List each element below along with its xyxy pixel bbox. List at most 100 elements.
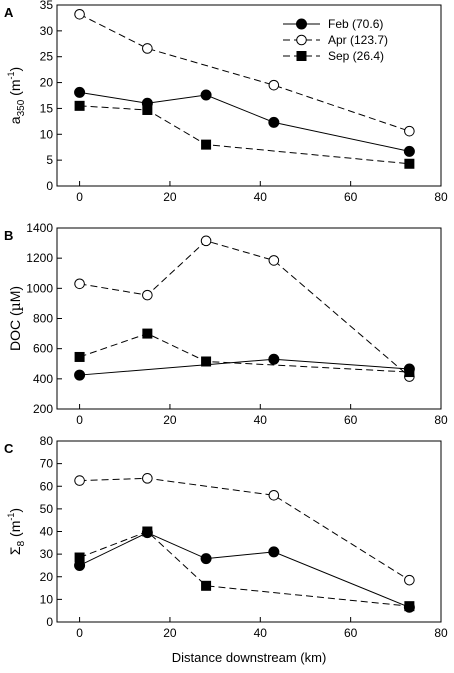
series-line xyxy=(79,532,410,608)
series-line xyxy=(79,91,410,152)
x-tick-label: 80 xyxy=(434,190,448,204)
data-point xyxy=(200,89,212,101)
x-tick-label: 80 xyxy=(434,413,448,427)
series-feb xyxy=(74,86,415,157)
data-point xyxy=(404,125,415,137)
series-sep xyxy=(74,328,415,378)
x-tick-label: 0 xyxy=(76,626,83,640)
data-point xyxy=(200,235,212,247)
series-sep xyxy=(74,100,415,169)
x-tick-label: 20 xyxy=(163,413,177,427)
y-tick-label: 70 xyxy=(40,457,54,471)
x-tick-label: 40 xyxy=(254,626,268,640)
y-tick-label: 5 xyxy=(46,153,53,167)
data-point xyxy=(74,351,85,362)
x-tick-label: 20 xyxy=(163,626,177,640)
y-axis-label: DOC (µM) xyxy=(7,286,24,351)
legend-marker xyxy=(296,34,307,46)
data-point xyxy=(404,574,415,586)
y-tick-label: 800 xyxy=(33,312,53,326)
plot-frame xyxy=(56,440,442,623)
panel-c: C 0 20 40 60 80 0 10 20 30 40 50 60 70 80 Σ8 (m-1) xyxy=(4,434,448,640)
x-tick-label: 20 xyxy=(163,190,177,204)
x-tick-label: 60 xyxy=(344,626,358,640)
y-tick-label: 30 xyxy=(40,24,54,38)
panel-label: C xyxy=(4,441,14,456)
y-tick-label: 40 xyxy=(40,525,54,539)
panel-label: B xyxy=(4,228,13,243)
y-tick-label: 50 xyxy=(40,502,54,516)
data-point xyxy=(142,289,153,301)
data-point xyxy=(201,580,212,591)
x-axis-label: Distance downstream (km) xyxy=(172,650,327,665)
data-point xyxy=(404,367,415,378)
series-line xyxy=(79,333,410,373)
data-point xyxy=(142,43,153,54)
y-tick-label: 80 xyxy=(40,434,54,448)
data-point xyxy=(404,158,415,169)
legend-entry: Sep (26.4) xyxy=(283,49,384,63)
y-tick-label: 60 xyxy=(40,479,54,493)
data-point xyxy=(74,86,86,98)
legend-label: Apr (123.7) xyxy=(328,33,388,47)
data-point xyxy=(74,100,85,111)
y-tick-label: 35 xyxy=(40,0,54,12)
y-tick-label: 1000 xyxy=(26,281,53,295)
data-point xyxy=(74,369,86,381)
data-point xyxy=(142,473,153,484)
x-tick-label: 60 xyxy=(344,413,358,427)
data-point xyxy=(142,104,153,115)
y-axis-label: a350 (m-1) xyxy=(6,67,27,124)
y-tick-label: 25 xyxy=(40,50,54,64)
y-tick-label: 0 xyxy=(46,615,53,629)
data-point xyxy=(403,145,415,157)
x-tick-label: 0 xyxy=(76,413,83,427)
data-point xyxy=(74,278,85,290)
data-point xyxy=(142,526,153,537)
legend-label: Feb (70.6) xyxy=(328,17,383,31)
y-tick-label: 15 xyxy=(40,101,54,115)
x-tick-label: 80 xyxy=(434,626,448,640)
y-tick-label: 10 xyxy=(40,592,54,606)
series-line xyxy=(79,530,410,607)
series-apr xyxy=(74,9,415,137)
data-point xyxy=(404,601,415,612)
y-axis-label: Σ8 (m-1) xyxy=(6,508,27,555)
data-point xyxy=(268,490,280,501)
y-tick-label: 600 xyxy=(33,342,53,356)
data-point xyxy=(74,475,85,486)
legend-marker xyxy=(296,51,307,61)
x-tick-label: 40 xyxy=(254,190,268,204)
x-tick-label: 0 xyxy=(76,190,83,204)
series-line xyxy=(79,105,410,165)
y-tick-label: 1400 xyxy=(26,221,53,235)
data-point xyxy=(268,79,280,91)
series-apr xyxy=(74,235,415,382)
series-line xyxy=(79,13,410,132)
legend-marker xyxy=(296,18,307,30)
series-line xyxy=(79,358,410,376)
series-apr xyxy=(74,473,415,586)
series-line xyxy=(79,477,410,581)
panel-label: A xyxy=(4,5,14,20)
series-line xyxy=(79,240,410,377)
legend-entry: Feb (70.6) xyxy=(283,17,383,31)
panel-a: A 0 20 40 60 80 0 5 10 15 20 25 30 35 a350 (m-1) Feb (7… xyxy=(4,0,448,204)
data-point xyxy=(200,553,212,565)
x-tick-label: 40 xyxy=(254,413,268,427)
y-tick-label: 30 xyxy=(40,547,54,561)
legend: Feb (70.6) Apr (123.7) Sep (26.4) xyxy=(283,17,388,63)
data-point xyxy=(142,328,153,339)
y-tick-label: 1200 xyxy=(26,251,53,265)
legend-label: Sep (26.4) xyxy=(328,49,384,63)
data-point xyxy=(74,9,85,20)
series-feb xyxy=(74,353,415,381)
data-point xyxy=(74,552,85,563)
y-tick-label: 10 xyxy=(40,127,54,141)
y-tick-label: 200 xyxy=(33,402,53,416)
data-point xyxy=(268,353,280,365)
x-tick-label: 60 xyxy=(344,190,358,204)
series-sep xyxy=(74,526,415,612)
plot-frame xyxy=(56,4,442,187)
